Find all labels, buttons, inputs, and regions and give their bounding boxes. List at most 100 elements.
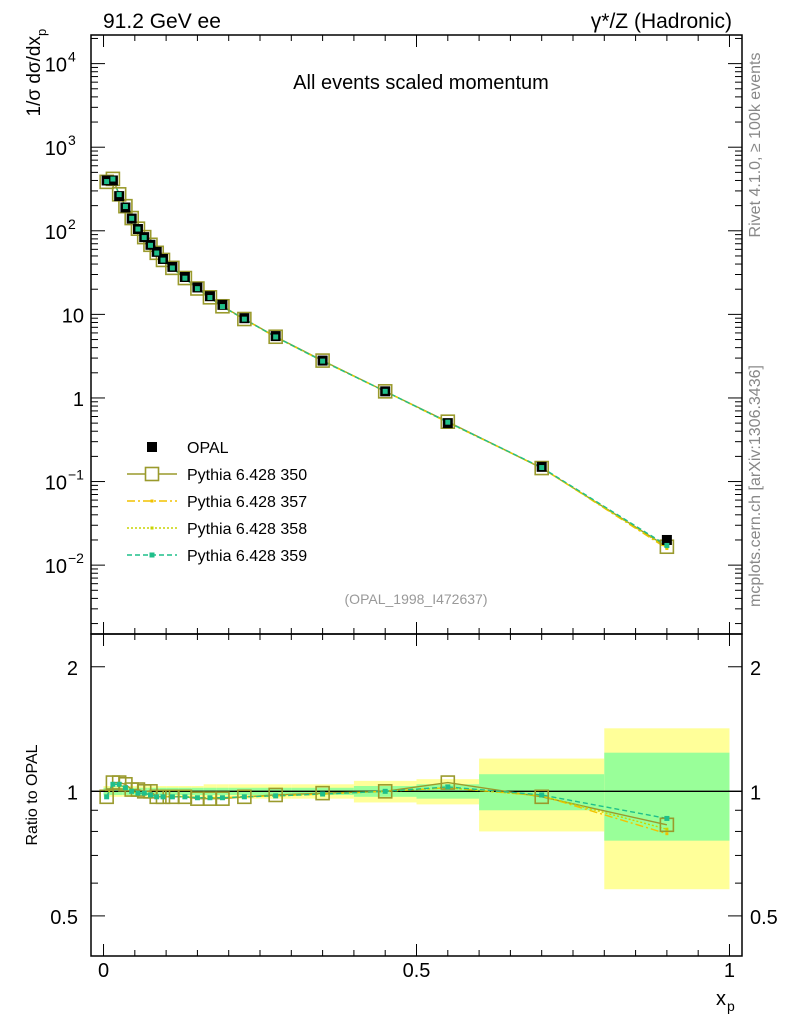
ratio-uncertainty-bands: [91, 728, 742, 890]
legend-label: Pythia 6.428 350: [187, 467, 307, 484]
legend: OPAL Pythia 6.428 350 Pythia 6.428 357 Pyth…: [127, 440, 307, 565]
data-point-359: [110, 176, 116, 182]
ratio-point-359: [194, 795, 200, 801]
data-point-359: [320, 358, 326, 364]
legend-marker-350: [144, 466, 160, 482]
analysis-tag: (OPAL_1998_I472637): [345, 591, 488, 607]
ratio-point-359: [241, 794, 247, 800]
ratio-point-359: [664, 815, 670, 821]
data-point-350: [268, 329, 283, 345]
x-tick-label: 0: [98, 960, 109, 982]
mcplots-source-label: mcplots.cern.ch [arXiv:1306.3436]: [747, 365, 764, 607]
data-point-359: [241, 316, 247, 322]
ratio-point-359: [445, 784, 451, 790]
data-point-359: [219, 304, 225, 310]
data-point-359: [129, 215, 135, 221]
ratio-y-tick-label-left: 0.5: [50, 907, 78, 929]
data-point-359: [122, 204, 128, 210]
main-y-tick-exponent: −1: [68, 467, 84, 483]
data-point-opal: [661, 534, 672, 545]
data-point-359: [539, 465, 545, 471]
data-point-359: [207, 295, 213, 301]
ratio-point-359: [539, 792, 545, 798]
main-y-tick-exponent: 2: [68, 216, 76, 232]
data-point-359: [273, 334, 279, 340]
main-y-tick-label: 10: [45, 55, 67, 77]
main-y-axis-label-text: 1/σ dσ/dx: [24, 36, 45, 117]
data-point-350: [165, 260, 180, 276]
ratio-point-359: [122, 785, 128, 791]
data-point-359: [135, 226, 141, 232]
data-point-350: [155, 252, 171, 268]
data-point-359: [160, 257, 166, 263]
ratio-y-tick-label-right: 1: [750, 782, 761, 804]
ratio-point-359: [207, 795, 213, 801]
ratio-point-359: [141, 790, 147, 796]
legend-marker-opal: [147, 442, 157, 452]
ratio-point-350: [268, 787, 283, 803]
ratio-point-359: [104, 794, 110, 800]
ratio-point-359: [320, 791, 326, 797]
ratio-series-layer: [99, 775, 675, 836]
main-frame: [90, 34, 743, 635]
main-y-tick-label: 10: [62, 305, 84, 327]
main-series-layer: [99, 171, 675, 555]
series-line-350: [106, 177, 668, 548]
ratio-point-359: [273, 793, 279, 799]
legend-label: Pythia 6.428 357: [187, 494, 307, 511]
data-point-359: [382, 388, 388, 394]
ratio-point-359: [219, 795, 225, 801]
ratio-band-inner: [604, 752, 730, 841]
ratio-y-tick-label-left: 1: [67, 782, 78, 804]
ratio-point-350: [99, 789, 114, 805]
ratio-point-358: [665, 827, 669, 831]
main-y-axis-label-subscript: p: [34, 29, 49, 36]
legend-label: OPAL: [187, 440, 229, 457]
legend-label: Pythia 6.428 358: [187, 521, 307, 538]
ratio-y-tick-label-left: 2: [67, 658, 78, 680]
main-y-tick-label: 10: [45, 222, 67, 244]
ratio-point-359: [154, 794, 160, 800]
rivet-version-label: Rivet 4.1.0, ≥ 100k events: [747, 53, 764, 238]
main-y-tick-label: 10: [45, 138, 67, 160]
ratio-point-359: [147, 792, 153, 798]
ratio-point-350: [315, 785, 330, 801]
data-point-359: [182, 275, 188, 281]
legend-marker: [149, 552, 155, 558]
series-line-359: [106, 178, 668, 547]
data-point-359: [104, 179, 110, 185]
series-line-358: [106, 178, 668, 549]
ratio-point-359: [169, 794, 175, 800]
ratio-point-359: [160, 794, 166, 800]
data-point-350: [315, 353, 330, 368]
header-left-title: 91.2 GeV ee: [103, 10, 221, 33]
ratio-point-359: [182, 794, 188, 800]
ratio-point-350: [377, 784, 393, 799]
legend-marker: [150, 526, 154, 530]
data-point-359: [664, 542, 670, 548]
data-point-350: [534, 460, 549, 476]
data-point-359: [445, 419, 451, 425]
ratio-point-350: [534, 789, 549, 805]
data-point-350: [377, 384, 393, 399]
main-y-tick-label: 10: [45, 473, 67, 495]
x-axis-label-text: x: [716, 988, 726, 1010]
ratio-axes: 2 2 1 1 0.5 0.5 0 0.5 1: [50, 633, 778, 982]
header-right-title: γ*/Z (Hadronic): [591, 10, 732, 33]
x-axis-label-subscript: p: [727, 998, 735, 1014]
ratio-point-359: [116, 781, 122, 787]
data-point-359: [154, 250, 160, 256]
data-point-359: [147, 242, 153, 248]
legend-label: Pythia 6.428 359: [187, 548, 307, 565]
data-point-359: [194, 286, 200, 292]
ratio-point-359: [135, 790, 141, 796]
ratio-y-axis-label: Ratio to OPAL: [24, 744, 41, 845]
ratio-point-350: [215, 791, 230, 806]
data-point-359: [169, 265, 175, 271]
main-y-tick-exponent: −2: [68, 550, 84, 566]
ratio-point-357: [665, 832, 669, 836]
legend-marker: [150, 499, 154, 503]
ratio-point-350: [237, 789, 252, 805]
